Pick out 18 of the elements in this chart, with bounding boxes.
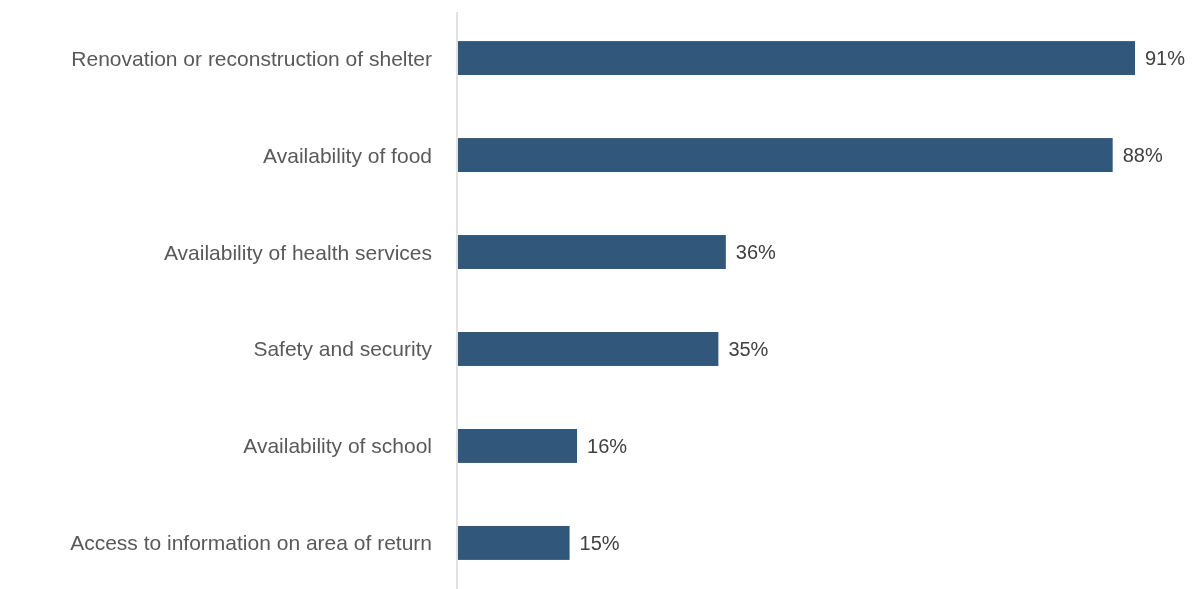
bar xyxy=(458,428,578,463)
data-label: 35% xyxy=(728,337,769,360)
data-label: 91% xyxy=(1145,47,1186,70)
y-tick-label: Safety and security xyxy=(253,337,433,361)
data-label: 16% xyxy=(587,434,628,457)
y-tick-label: Access to information on area of return xyxy=(70,531,432,555)
y-tick-label: Renovation or reconstruction of shelter xyxy=(71,46,432,70)
y-tick-label: Availability of food xyxy=(263,143,432,167)
bar xyxy=(458,332,719,366)
bar xyxy=(458,138,1113,173)
bar xyxy=(458,41,1135,76)
y-tick-label: Availability of health services xyxy=(163,240,432,264)
data-label: 88% xyxy=(1122,144,1163,167)
data-label: 36% xyxy=(735,241,777,264)
data-label: 15% xyxy=(579,531,620,554)
bar xyxy=(458,235,726,269)
bar xyxy=(458,525,570,560)
y-tick-label: Availability of school xyxy=(243,434,432,458)
